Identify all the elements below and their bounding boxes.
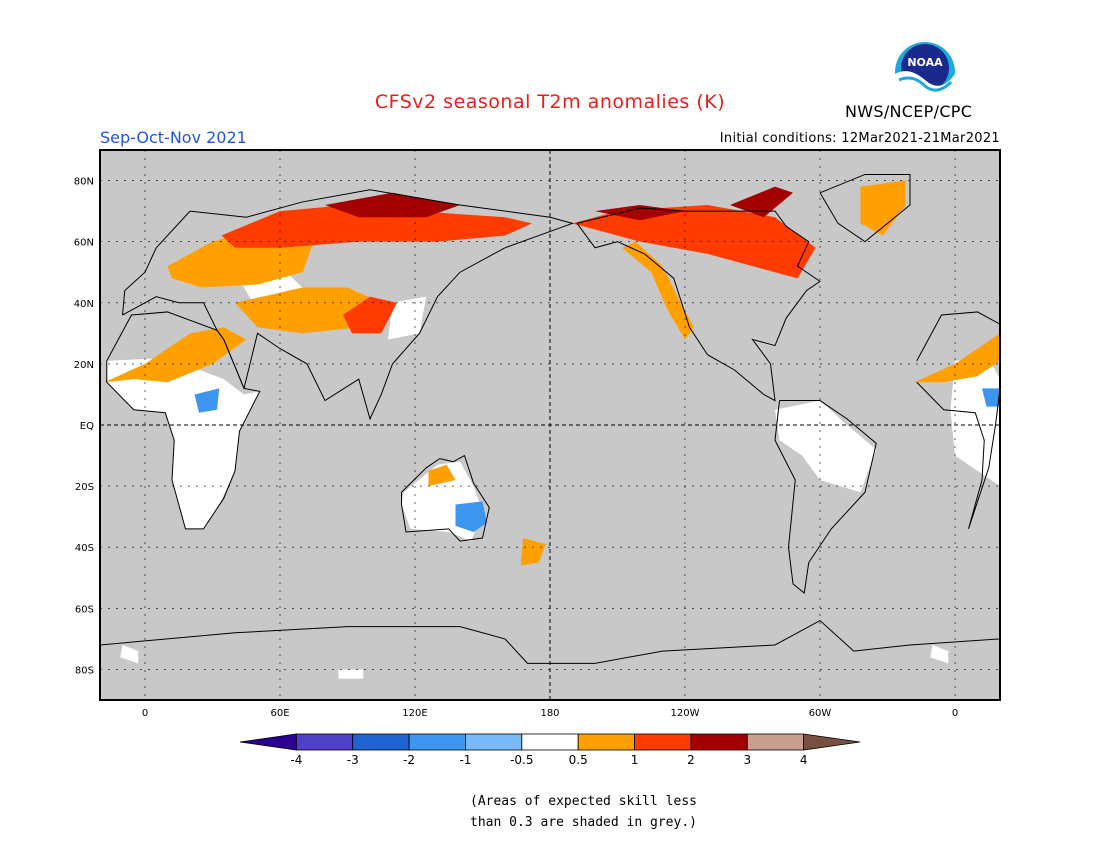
colorbar-tick-label: -3	[347, 753, 359, 767]
colorbar-tick-label: -0.5	[510, 753, 533, 767]
antarctic-neutral-b	[930, 645, 949, 664]
colorbar-bin	[465, 733, 523, 751]
colorbar-bin	[521, 733, 579, 751]
new-zealand-warm	[520, 538, 546, 566]
antarctic-neutral-c	[338, 669, 364, 679]
lat-label: EQ	[80, 421, 94, 432]
lat-label: 60S	[75, 604, 94, 615]
coast-greenland	[819, 173, 911, 243]
lat-label: 40S	[75, 543, 94, 554]
central-asia-warm	[235, 287, 382, 334]
coast-africa	[106, 311, 261, 530]
alaska-very-hot	[595, 205, 685, 221]
western-na-warm	[622, 241, 694, 340]
noaa-logo: NOAA	[895, 42, 955, 104]
coast-south-america	[774, 400, 877, 594]
coast-australia	[401, 454, 490, 542]
lon-label: 0	[952, 708, 958, 719]
footnote-line-2: than 0.3 are shaded in grey.)	[470, 815, 697, 830]
svg-text:NOAA: NOAA	[907, 56, 943, 69]
map-title: CFSv2 seasonal T2m anomalies (K)	[374, 91, 726, 113]
tibet-hot	[343, 296, 397, 334]
coast-africa-repeat-2	[916, 381, 1000, 530]
lat-label: 20S	[75, 482, 94, 493]
colorbar-tick-label: -2	[403, 753, 415, 767]
colorbar-tick-label: 2	[687, 753, 695, 767]
arctic-canada-very-hot	[730, 186, 793, 218]
initial-conditions-label: Initial conditions: 12Mar2021-21Mar2021	[719, 131, 1000, 146]
skill-footnote: (Areas of expected skill less than 0.3 a…	[470, 791, 740, 833]
latitude-labels: 80N 60N 40N 20N EQ 20S 40S 60S 80S	[74, 177, 94, 677]
colorbar-tick-label: 3	[743, 753, 751, 767]
footnote-line-1: (Areas of expected skill less	[470, 794, 697, 809]
graticule	[100, 150, 1000, 700]
colorbar-bin	[634, 733, 692, 751]
n-australia-warm	[428, 464, 456, 487]
colorbar-tick-label: -1	[459, 753, 471, 767]
coast-eurasia	[122, 189, 575, 421]
south-america-neutral	[775, 400, 877, 493]
lat-label: 20N	[74, 360, 94, 371]
coast-north-america	[576, 207, 821, 402]
lon-label: 120W	[671, 708, 700, 719]
sahara-warm	[104, 327, 247, 383]
east-africa-cold-repeat	[982, 388, 1000, 407]
season-label: Sep-Oct-Nov 2021	[100, 128, 247, 147]
colorbar-tick-label: 1	[631, 753, 639, 767]
se-australia-cold	[455, 501, 487, 532]
colorbar-tick-label: 4	[800, 753, 808, 767]
coast-africa-repeat	[916, 311, 1000, 362]
colorbar-bin	[352, 733, 410, 751]
lat-label: 80S	[75, 665, 94, 676]
agency-label: NWS/NCEP/CPC	[845, 102, 973, 121]
china-neutral	[388, 296, 427, 340]
greenland-warm	[860, 180, 906, 236]
colorbar-bin	[803, 733, 861, 751]
coastlines	[100, 173, 1000, 664]
colorbar-tick-label: 0.5	[569, 753, 588, 767]
lon-label: 120E	[402, 708, 427, 719]
colorbar: -4 -3 -2 -1 -0.5 0.5 1 2 3 4	[239, 733, 861, 767]
colorbar-bin	[577, 733, 635, 751]
lon-label: 60W	[809, 708, 832, 719]
colorbar-bin	[295, 733, 354, 751]
siberia-hot	[221, 205, 532, 248]
map-frame	[99, 149, 1001, 701]
lat-label: 60N	[74, 238, 94, 249]
east-africa-cold	[194, 388, 220, 413]
colorbar-bin	[408, 733, 466, 751]
colorbar-bin	[746, 733, 805, 751]
colorbar-tick-label: -4	[290, 753, 302, 767]
lon-label: 60E	[270, 708, 289, 719]
lat-label: 40N	[74, 299, 94, 310]
colorbar-bin	[690, 733, 748, 751]
colorbar-bin	[239, 733, 297, 751]
antarctic-neutral-a	[120, 645, 139, 664]
lon-label: 0	[142, 708, 148, 719]
longitude-labels: 0 60E 120E 180 120W 60W 0	[142, 708, 958, 719]
coast-antarctica	[100, 619, 1000, 664]
sahara-warm-repeat	[914, 333, 1000, 383]
lat-label: 80N	[74, 177, 94, 188]
lon-label: 180	[540, 708, 559, 719]
